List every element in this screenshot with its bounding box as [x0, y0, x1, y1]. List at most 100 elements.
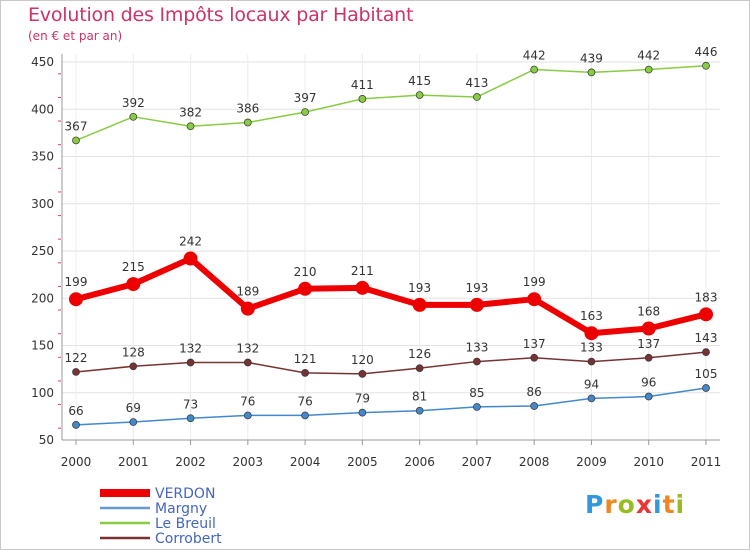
point-verdon-2006: [412, 297, 427, 312]
point-corrobert-2003: [243, 358, 252, 367]
data-label-le-breuil-2008: 442: [523, 49, 546, 63]
data-label-corrobert-2002: 132: [179, 342, 202, 356]
series-line-le-breuil: [75, 65, 707, 142]
legend-label-le-breuil: Le Breuil: [155, 516, 216, 532]
point-corrobert-2008: [530, 353, 539, 362]
point-le-breuil-2008: [530, 65, 539, 74]
data-label-le-breuil-2005: 411: [351, 78, 374, 92]
point-corrobert-2007: [473, 357, 481, 366]
point-verdon-2008: [527, 292, 542, 307]
data-label-margny-2006: 81: [412, 390, 427, 404]
data-label-verdon-2001: 215: [122, 260, 145, 274]
data-label-corrobert-2007: 133: [465, 341, 488, 355]
x-tick-label-2009: 2009: [576, 455, 607, 469]
point-le-breuil-2003: [243, 118, 252, 127]
point-le-breuil-2010: [644, 65, 653, 74]
x-tick-label-2005: 2005: [347, 455, 378, 469]
point-le-breuil-2002: [186, 122, 195, 131]
data-label-margny-2010: 96: [641, 376, 656, 390]
data-label-le-breuil-2004: 397: [294, 91, 317, 105]
point-verdon-2009: [584, 326, 599, 341]
y-tick-label-100: 100: [31, 386, 54, 400]
x-tick-label-2006: 2006: [404, 455, 435, 469]
point-margny-2009: [587, 394, 596, 403]
data-label-margny-2003: 76: [240, 394, 255, 408]
point-le-breuil-2009: [587, 68, 596, 77]
point-verdon-2011: [699, 307, 713, 322]
data-label-margny-2009: 94: [584, 377, 599, 391]
data-label-verdon-2010: 168: [637, 304, 660, 318]
point-margny-2011: [702, 384, 710, 392]
point-margny-2000: [72, 421, 80, 429]
point-le-breuil-2006: [415, 91, 424, 99]
data-label-verdon-2009: 163: [580, 309, 603, 323]
data-label-le-breuil-2000: 367: [65, 119, 88, 133]
logo-letter: r: [604, 490, 618, 519]
y-tick-label-250: 250: [31, 244, 54, 258]
point-corrobert-2010: [644, 353, 653, 362]
data-label-corrobert-2009: 133: [580, 341, 603, 355]
point-margny-2002: [186, 414, 195, 423]
data-label-verdon-2007: 193: [465, 281, 488, 295]
point-verdon-2007: [469, 297, 484, 312]
data-label-corrobert-2004: 121: [294, 352, 317, 366]
data-label-margny-2007: 85: [469, 386, 484, 400]
point-le-breuil-2000: [72, 136, 80, 145]
y-tick-label-200: 200: [31, 291, 54, 305]
proxiti-logo: Proxiti: [585, 490, 685, 519]
point-corrobert-2002: [186, 358, 195, 367]
data-label-corrobert-2011: 143: [695, 331, 718, 345]
data-label-verdon-2003: 189: [236, 285, 259, 299]
data-label-verdon-2005: 211: [351, 264, 374, 278]
x-tick-label-2011: 2011: [691, 455, 722, 469]
data-label-corrobert-2000: 122: [65, 351, 88, 365]
point-margny-2001: [129, 418, 138, 426]
logo-letter: t: [662, 490, 676, 519]
point-le-breuil-2004: [301, 108, 309, 116]
y-tick-label-300: 300: [31, 197, 54, 211]
x-tick-label-2000: 2000: [61, 455, 92, 469]
data-label-le-breuil-2001: 392: [122, 96, 145, 110]
data-label-verdon-2000: 199: [65, 275, 88, 289]
chart-title: Evolution des Impôts locaux par Habitant: [28, 4, 414, 26]
x-tick-label-2003: 2003: [233, 455, 264, 469]
point-margny-2006: [415, 406, 424, 415]
point-verdon-2002: [183, 251, 198, 266]
data-label-le-breuil-2007: 413: [465, 76, 488, 90]
x-tick-label-2008: 2008: [519, 455, 550, 469]
point-corrobert-2009: [587, 357, 596, 366]
data-label-verdon-2008: 199: [523, 275, 546, 289]
data-label-corrobert-2001: 128: [122, 345, 145, 359]
data-label-verdon-2011: 183: [695, 290, 718, 304]
point-margny-2003: [243, 411, 252, 420]
x-tick-label-2007: 2007: [462, 455, 493, 469]
data-label-corrobert-2010: 137: [637, 337, 660, 351]
point-corrobert-2000: [72, 368, 80, 376]
y-tick-label-50: 50: [39, 433, 54, 447]
point-corrobert-2004: [301, 369, 309, 377]
logo-letter: o: [617, 490, 636, 519]
legend-label-verdon: VERDON: [155, 486, 215, 502]
data-label-verdon-2004: 210: [294, 265, 317, 279]
data-label-corrobert-2003: 132: [236, 342, 259, 356]
point-corrobert-2006: [415, 364, 424, 373]
x-tick-label-2004: 2004: [290, 455, 321, 469]
data-label-verdon-2002: 242: [179, 235, 202, 249]
point-corrobert-2001: [129, 362, 138, 371]
legend-label-margny: Margny: [155, 501, 207, 517]
logo-letter: P: [585, 490, 605, 519]
x-tick-label-2001: 2001: [118, 455, 149, 469]
data-label-margny-2000: 66: [68, 404, 83, 418]
legend-label-corrobert: Corrobert: [155, 531, 222, 547]
point-margny-2005: [358, 408, 367, 417]
point-le-breuil-2005: [358, 95, 367, 103]
data-label-le-breuil-2011: 446: [695, 45, 718, 59]
y-tick-label-150: 150: [31, 339, 54, 353]
data-label-margny-2004: 76: [297, 394, 312, 408]
point-verdon-2003: [240, 301, 255, 316]
point-verdon-2000: [69, 292, 83, 307]
point-margny-2010: [644, 392, 653, 401]
logo-letter: i: [675, 490, 686, 519]
point-corrobert-2011: [702, 348, 710, 356]
y-tick-label-350: 350: [31, 150, 54, 164]
